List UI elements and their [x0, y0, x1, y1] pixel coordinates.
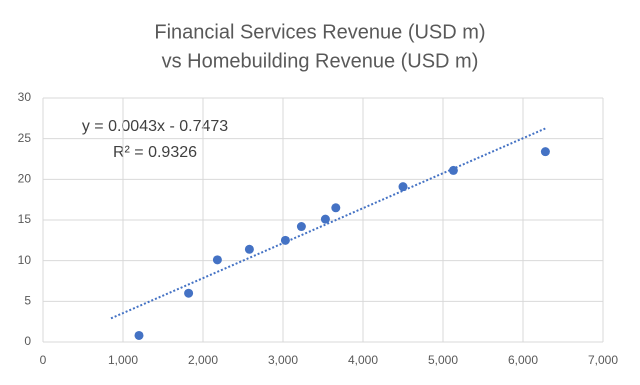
- trendline: [110, 127, 546, 320]
- point: [448, 165, 458, 175]
- point: [184, 288, 194, 298]
- y-tick-label: 0: [24, 334, 31, 348]
- point: [398, 182, 408, 192]
- trendline-equation: y = 0.0043x - 0.7473: [82, 118, 228, 135]
- chart-title: vs Homebuilding Revenue (USD m): [162, 50, 479, 72]
- x-tick-label: 3,000: [268, 353, 298, 367]
- x-tick-label: 4,000: [348, 353, 378, 367]
- point: [331, 203, 341, 213]
- y-tick-label: 15: [18, 212, 32, 226]
- chart-title: Financial Services Revenue (USD m): [154, 21, 485, 43]
- point: [244, 244, 254, 254]
- x-tick-label: 1,000: [108, 353, 138, 367]
- x-tick-label: 5,000: [428, 353, 458, 367]
- y-tick-label: 25: [18, 131, 32, 145]
- x-tick-label: 6,000: [508, 353, 538, 367]
- point: [320, 214, 330, 224]
- y-tick-label: 30: [18, 90, 32, 104]
- x-tick-label: 0: [40, 353, 47, 367]
- point: [212, 255, 222, 265]
- point: [280, 235, 290, 245]
- trendline-r2: R² = 0.9326: [113, 144, 197, 161]
- x-tick-label: 7,000: [588, 353, 618, 367]
- point: [296, 222, 306, 232]
- y-tick-label: 10: [18, 253, 32, 267]
- x-tick-label: 2,000: [188, 353, 218, 367]
- y-tick-label: 5: [24, 294, 31, 308]
- point: [540, 147, 550, 157]
- point: [134, 330, 144, 340]
- y-tick-label: 20: [18, 172, 32, 186]
